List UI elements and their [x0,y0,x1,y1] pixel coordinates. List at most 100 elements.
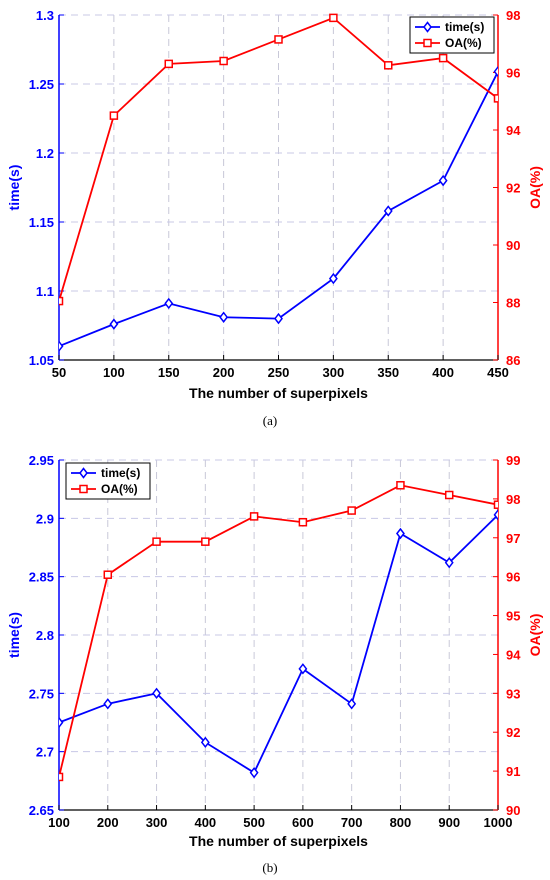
left-y-tick-label: 1.15 [29,215,54,230]
x-tick-label: 300 [146,815,168,830]
right-y-tick-label: 94 [506,647,521,662]
legend-label: OA(%) [101,482,138,496]
x-tick-label: 700 [341,815,363,830]
time-point [444,556,454,569]
x-tick-label: 800 [390,815,412,830]
right-y-tick-label: 91 [506,764,520,779]
time-point [347,698,357,710]
right-y-tick-label: 98 [506,492,520,507]
left-y-tick-label: 1.1 [36,284,54,299]
time-point [274,312,283,325]
figure-caption: (b) [262,860,277,875]
series-line-oa [59,484,498,778]
x-tick-label: 150 [158,365,180,380]
series-line-time [59,514,498,774]
time-point [298,663,308,675]
oa-point [201,537,210,546]
oa-point [347,506,356,515]
time-point [59,340,64,352]
right-y-axis-title: OA(%) [527,614,543,657]
right-y-tick-label: 95 [506,609,520,624]
oa-point [164,59,173,69]
time-point [383,205,393,217]
x-tick-label: 250 [268,365,290,380]
right-y-tick-label: 94 [506,123,521,138]
x-tick-label: 500 [243,815,265,830]
left-y-tick-label: 2.85 [29,570,54,585]
right-y-tick-label: 90 [506,238,520,253]
x-tick-label: 350 [377,365,399,380]
x-tick-label: 600 [292,815,314,830]
oa-point [396,481,405,490]
left-y-tick-label: 1.3 [36,8,54,23]
oa-point [103,570,113,579]
legend-marker [79,484,88,494]
time-point [395,527,405,540]
legend-label: time(s) [101,466,140,480]
legend-marker [423,38,432,48]
oa-point [59,296,64,306]
x-axis-title: The number of superpixels [189,833,368,849]
series-time [59,65,498,352]
right-y-tick-label: 96 [506,66,520,81]
series-time [59,509,498,779]
time-point [219,311,229,323]
legend-label: OA(%) [445,36,482,50]
right-y-tick-label: 88 [506,296,520,311]
chart-panel-b: 100 200 300 400 500 600 700 800 900 1000 2.65 2.7 2.… [6,453,543,875]
time-point [493,65,498,78]
time-point [249,766,259,779]
right-y-tick-label: 96 [506,570,520,585]
oa-point [384,61,393,70]
chart-panel-a: 50 100 150 200 250 300 350 400 450 1.05 1.1 1.15 1.2… [6,8,543,428]
right-y-tick-label: 93 [506,686,520,701]
oa-point [152,537,161,546]
right-y-tick-label: 86 [506,353,520,368]
oa-point [329,13,338,23]
oa-point [219,56,228,66]
time-point [164,297,174,310]
left-y-tick-label: 2.75 [29,686,54,701]
x-tick-label: 50 [52,365,66,380]
x-tick-label: 450 [487,365,509,380]
time-point [103,698,113,710]
oa-point [59,772,64,782]
right-y-tick-label: 98 [506,8,520,23]
series-oa [59,13,498,306]
x-tick-label: 100 [103,365,125,380]
left-y-tick-label: 2.9 [36,511,54,526]
legend-label: time(s) [445,20,484,34]
series-oa [59,481,498,782]
right-y-tick-label: 92 [506,725,520,740]
legend: time(s) OA(%) [409,16,495,54]
left-y-tick-label: 2.7 [36,745,54,760]
legend-marker [423,21,432,33]
oa-point [493,500,498,509]
x-tick-label: 1000 [484,815,513,830]
x-tick-label: 200 [97,815,119,830]
left-y-tick-label: 1.05 [29,353,54,368]
oa-point [109,111,119,120]
left-y-tick-label: 2.65 [29,803,54,818]
time-point [59,716,64,729]
x-tick-label: 400 [194,815,216,830]
oa-point [274,35,283,44]
left-y-axis-title: time(s) [6,612,22,658]
x-tick-label: 100 [48,815,70,830]
x-tick-label: 200 [213,365,235,380]
left-y-tick-label: 2.8 [36,628,54,643]
figure-caption: (a) [263,413,277,428]
left-y-tick-label: 1.2 [36,146,54,161]
x-tick-label: 400 [432,365,454,380]
right-y-tick-label: 99 [506,453,520,468]
oa-point [493,94,498,103]
legend-marker [79,467,88,479]
left-y-tick-label: 2.95 [29,453,54,468]
right-y-tick-label: 97 [506,531,520,546]
x-tick-label: 300 [323,365,345,380]
legend: time(s) OA(%) [65,462,151,500]
time-point [152,687,162,700]
oa-point [249,512,259,521]
left-y-axis-title: time(s) [6,165,22,211]
